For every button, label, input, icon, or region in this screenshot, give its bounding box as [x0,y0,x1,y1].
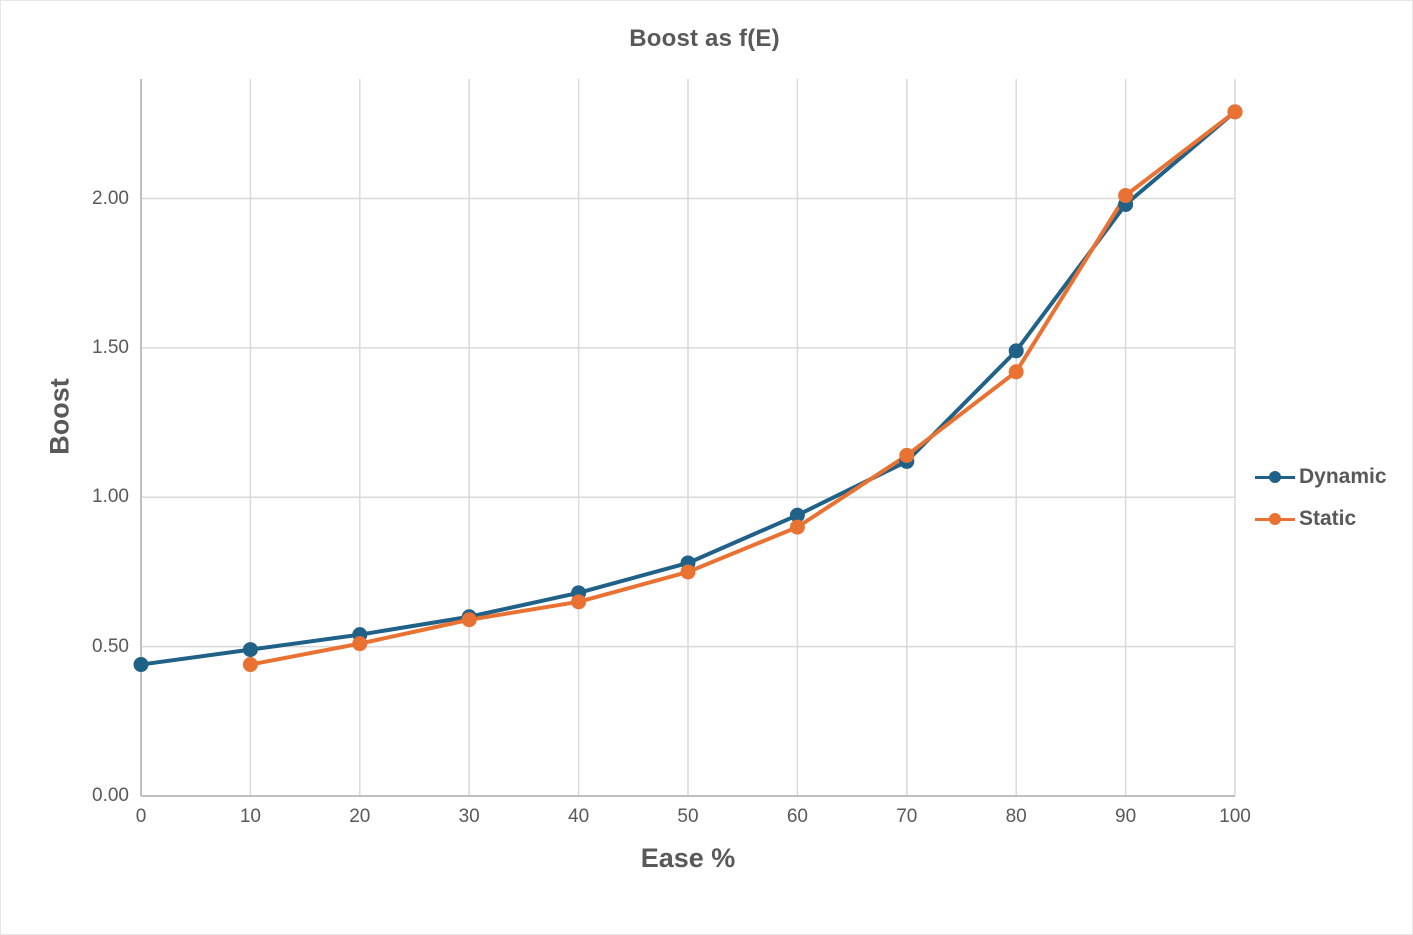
data-point-static [571,594,587,610]
chart-title-text: Boost as f(E) [629,25,780,52]
x-tick-label: 70 [896,806,918,827]
data-point-static [899,447,915,463]
y-tick-label: 0.50 [92,635,129,657]
data-point-static [461,612,477,628]
data-point-static [1008,364,1024,380]
x-tick-label: 40 [568,806,590,827]
y-tick-label: 1.50 [92,336,129,358]
plot-area [133,79,1243,797]
x-tick-label: 50 [677,806,699,827]
y-tick-label: 1.00 [92,486,129,508]
x-tick-label: 60 [786,806,808,827]
series-line-static [248,109,1237,667]
data-point-static [242,657,258,673]
x-tick-label: 20 [349,806,371,827]
x-axis-title: Ease % [640,843,736,873]
x-tick-label: 80 [1005,806,1027,827]
legend-label: Dynamic [1299,465,1387,488]
legend-label: Static [1299,507,1357,530]
vertical-gridlines [140,79,1236,796]
series-markers [133,104,1243,673]
legend-dot [1269,513,1281,525]
legend-marker-icon [1255,469,1295,485]
y-axis-tick-labels: 0.00 0.50 1.00 1.50 2.00 [49,79,129,807]
legend-dot [1269,471,1281,483]
x-axis-tick-labels: 0 10 20 30 40 50 60 70 80 90 100 [136,806,1251,836]
legend-marker-icon [1255,511,1295,527]
legend-item-static[interactable]: Static [1255,498,1405,540]
x-tick-label: 10 [239,806,261,827]
y-tick-label: 0.00 [92,785,129,806]
data-point-static [680,564,696,580]
chart-canvas [133,79,1243,797]
data-point-static [1227,104,1243,120]
y-tick-label: 2.00 [92,187,129,209]
chart-title: Boost as f(E) [1,25,1412,53]
chart-legend: Dynamic Static [1255,456,1405,540]
x-tick-label: 0 [135,806,147,827]
data-point-static [1118,188,1134,204]
x-tick-label: 30 [458,806,480,827]
x-tick-label: 90 [1115,806,1137,827]
x-tick-label: 100 [1219,806,1251,827]
legend-item-dynamic[interactable]: Dynamic [1255,456,1405,498]
axis-lines [140,79,1235,797]
data-point-dynamic [242,642,258,658]
data-point-static [789,519,805,535]
data-point-dynamic [133,657,149,673]
data-point-dynamic [789,507,805,523]
data-point-dynamic [1008,343,1024,359]
data-point-static [352,636,368,652]
